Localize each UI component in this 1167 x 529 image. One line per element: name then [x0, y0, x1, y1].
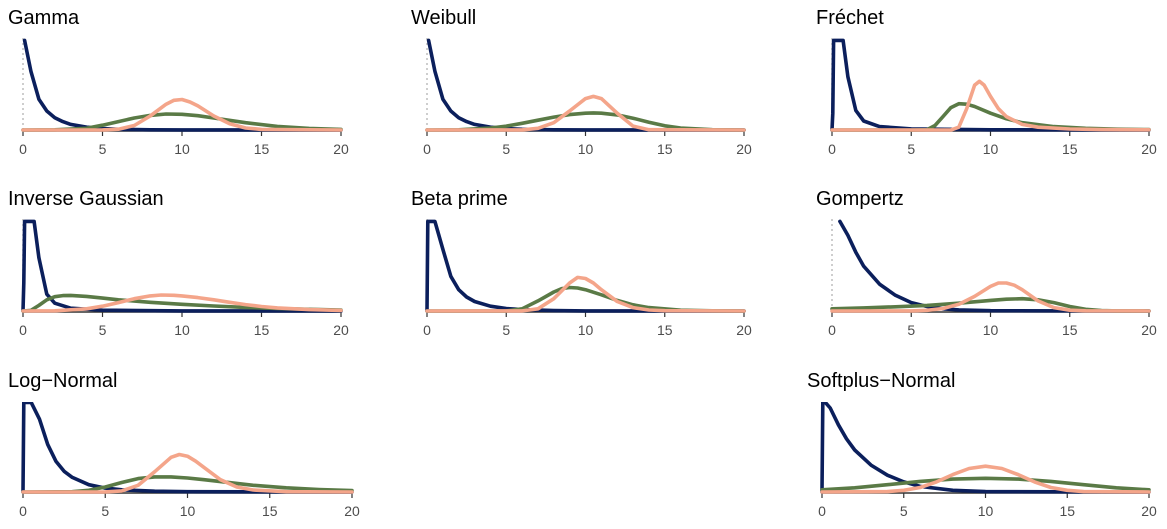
x-tick-label: 20 — [736, 322, 752, 338]
x-tick-label: 10 — [578, 322, 594, 338]
density-curve-2 — [21, 475, 354, 494]
x-tick-label: 20 — [1141, 141, 1157, 157]
x-tick-label: 15 — [657, 322, 673, 338]
x-tick-label: 20 — [333, 141, 349, 157]
x-tick-label: 5 — [502, 141, 510, 157]
panel-8: Softplus−Normal 0 5 10 15 20 — [807, 370, 1157, 519]
x-tick-label: 5 — [101, 503, 109, 519]
panel-1: Gamma 0 5 10 15 20 — [8, 7, 349, 157]
panel-4: Inverse Gaussian 0 5 10 15 20 — [8, 188, 349, 338]
density-curve-2 — [820, 476, 1151, 492]
density-curve-1 — [22, 38, 343, 132]
panel-5: Beta prime 0 5 10 15 20 — [411, 188, 752, 338]
x-tick-label: 15 — [254, 141, 270, 157]
panel-title: Log−Normal — [8, 370, 118, 392]
x-tick-label: 0 — [19, 322, 27, 338]
x-tick-label: 10 — [174, 322, 190, 338]
panel-6: Gompertz 0 5 10 15 20 — [816, 188, 1157, 338]
density-curve-3 — [820, 464, 1151, 494]
x-tick-label: 10 — [578, 141, 594, 157]
panel-title: Gamma — [8, 7, 80, 29]
x-tick-label: 20 — [736, 141, 752, 157]
x-tick-label: 0 — [828, 141, 836, 157]
density-curve-3 — [21, 293, 343, 313]
x-tick-label: 5 — [900, 503, 908, 519]
density-curve-2 — [21, 293, 343, 313]
x-tick-label: 20 — [344, 503, 360, 519]
x-tick-label: 15 — [1062, 141, 1078, 157]
x-tick-label: 5 — [99, 141, 107, 157]
density-curve-2 — [21, 112, 343, 132]
x-tick-label: 10 — [174, 141, 190, 157]
x-tick-label: 15 — [1059, 503, 1075, 519]
density-curve-1 — [830, 38, 1151, 132]
x-tick-label: 15 — [1062, 322, 1078, 338]
density-curve-3 — [425, 94, 746, 132]
panel-title: Softplus−Normal — [807, 370, 955, 392]
panel-title: Fréchet — [816, 7, 884, 29]
x-tick-label: 10 — [983, 141, 999, 157]
density-curve-1 — [426, 38, 746, 132]
x-tick-label: 5 — [502, 322, 510, 338]
density-curve-1 — [425, 219, 746, 313]
x-tick-label: 20 — [1141, 322, 1157, 338]
x-tick-label: 20 — [1141, 503, 1157, 519]
panel-2: Weibull 0 5 10 15 20 — [411, 7, 752, 157]
panel-title: Beta prime — [411, 188, 508, 210]
x-tick-label: 0 — [828, 322, 836, 338]
x-tick-label: 15 — [657, 141, 673, 157]
x-tick-label: 5 — [907, 322, 915, 338]
x-tick-label: 10 — [983, 322, 999, 338]
x-tick-label: 15 — [262, 503, 278, 519]
x-tick-label: 0 — [19, 141, 27, 157]
panel-3: Fréchet 0 5 10 15 20 — [816, 7, 1157, 157]
x-tick-label: 0 — [423, 322, 431, 338]
x-tick-label: 10 — [180, 503, 196, 519]
x-tick-label: 15 — [254, 322, 270, 338]
panel-title: Inverse Gaussian — [8, 188, 164, 210]
x-tick-label: 5 — [907, 141, 915, 157]
density-curve-2 — [425, 285, 746, 313]
density-curve-3 — [830, 79, 1151, 132]
panel-7: Log−Normal 0 5 10 15 20 — [8, 370, 360, 519]
density-curve-3 — [830, 281, 1151, 313]
density-curve-1 — [21, 219, 343, 313]
x-tick-label: 5 — [99, 322, 107, 338]
density-curve-1 — [838, 219, 1151, 313]
panel-title: Weibull — [411, 7, 476, 29]
density-curve-3 — [21, 97, 343, 132]
x-tick-label: 20 — [333, 322, 349, 338]
density-curve-2 — [425, 111, 746, 132]
x-tick-label: 0 — [423, 141, 431, 157]
x-tick-label: 10 — [978, 503, 994, 519]
density-curve-3 — [425, 275, 746, 313]
x-tick-label: 0 — [19, 503, 27, 519]
density-curve-1 — [820, 402, 1151, 494]
density-curve-1 — [21, 402, 354, 494]
x-tick-label: 0 — [818, 503, 826, 519]
density-curve-3 — [21, 452, 354, 494]
panel-title: Gompertz — [816, 188, 904, 210]
